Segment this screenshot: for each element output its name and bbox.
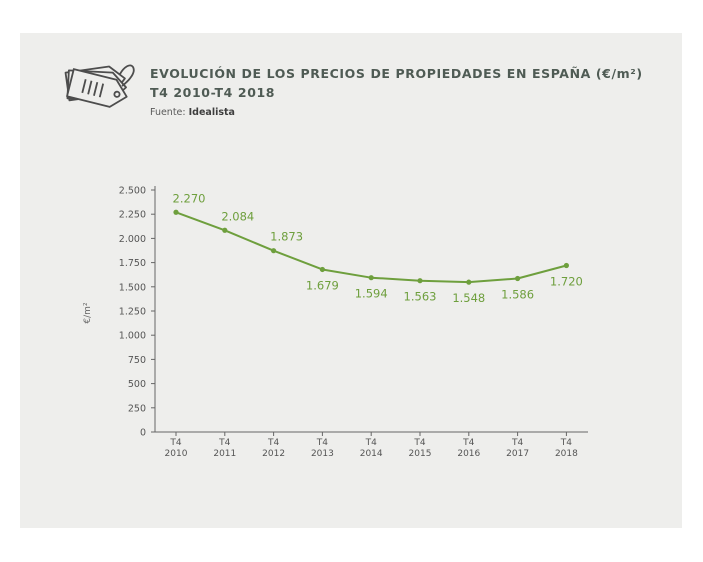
data-point [368,275,374,281]
source-note: Fuente: Idealista [150,107,235,118]
y-tick-label: 500 [128,379,146,390]
data-label: 1.873 [270,230,303,244]
chart-title: EVOLUCIÓN DE LOS PRECIOS DE PROPIEDADES … [150,64,643,102]
x-tick-label: T4 2013 [311,438,334,459]
title-line-1: EVOLUCIÓN DE LOS PRECIOS DE PROPIEDADES … [150,66,643,81]
x-tick-label: T4 2012 [262,438,285,459]
y-tick-label: 0 [140,428,146,439]
data-point [319,266,325,273]
x-axis: T4 2010 T4 2011 T4 2012 T4 2013 T4 2014 T4 2015 T4 20… [155,431,588,459]
line-chart: 0 250 500 750 1.000 1.250 1.500 1.750 2.000 2.250… [83,186,588,459]
data-label: 1.594 [355,287,388,301]
y-tick-label: 2.250 [119,210,146,221]
x-tick-label: T4 2017 [506,438,529,459]
y-tick-label: 750 [128,355,146,366]
y-tick-label: 2.500 [119,186,146,197]
y-tick-label: 1.000 [119,331,146,342]
y-axis: 0 250 500 750 1.000 1.250 1.500 1.750 2.000 2.250… [119,186,156,439]
data-label: 1.720 [550,275,583,289]
x-tick-label: T4 2011 [213,438,236,459]
data-label: 1.548 [452,291,485,305]
series-line [173,209,570,285]
chart-panel: EVOLUCIÓN DE LOS PRECIOS DE PROPIEDADES … [20,33,682,528]
data-point [515,275,521,282]
data-label: 1.679 [306,278,339,292]
data-point [173,209,179,215]
title-line-2: T4 2010-T4 2018 [150,85,276,100]
data-point [222,227,228,233]
data-point [563,262,570,269]
data-point [466,279,472,285]
y-axis-label: €/m² [83,302,93,324]
y-tick-label: 2.000 [119,234,146,245]
data-label: 1.586 [501,287,534,301]
source-label: Fuente: [150,107,186,118]
data-label: 2.270 [173,191,206,205]
x-tick-label: T4 2010 [165,438,188,459]
data-labels: 2.270 2.084 1.873 1.679 1.594 1.563 1.548 1.586… [173,191,583,305]
data-point [417,278,423,284]
x-tick-label: T4 2014 [360,438,383,459]
y-tick-label: 1.500 [119,282,146,293]
price-tags-icon [64,64,135,108]
data-label: 2.084 [221,209,254,223]
x-tick-label: T4 2018 [555,438,578,459]
data-label: 1.563 [404,290,437,304]
x-tick-label: T4 2015 [409,438,432,459]
x-tick-label: T4 2016 [457,438,480,459]
data-point [271,248,277,254]
source-name: Idealista [188,107,235,118]
y-tick-label: 1.250 [119,307,146,318]
y-tick-label: 1.750 [119,258,146,269]
y-tick-label: 250 [128,403,146,414]
